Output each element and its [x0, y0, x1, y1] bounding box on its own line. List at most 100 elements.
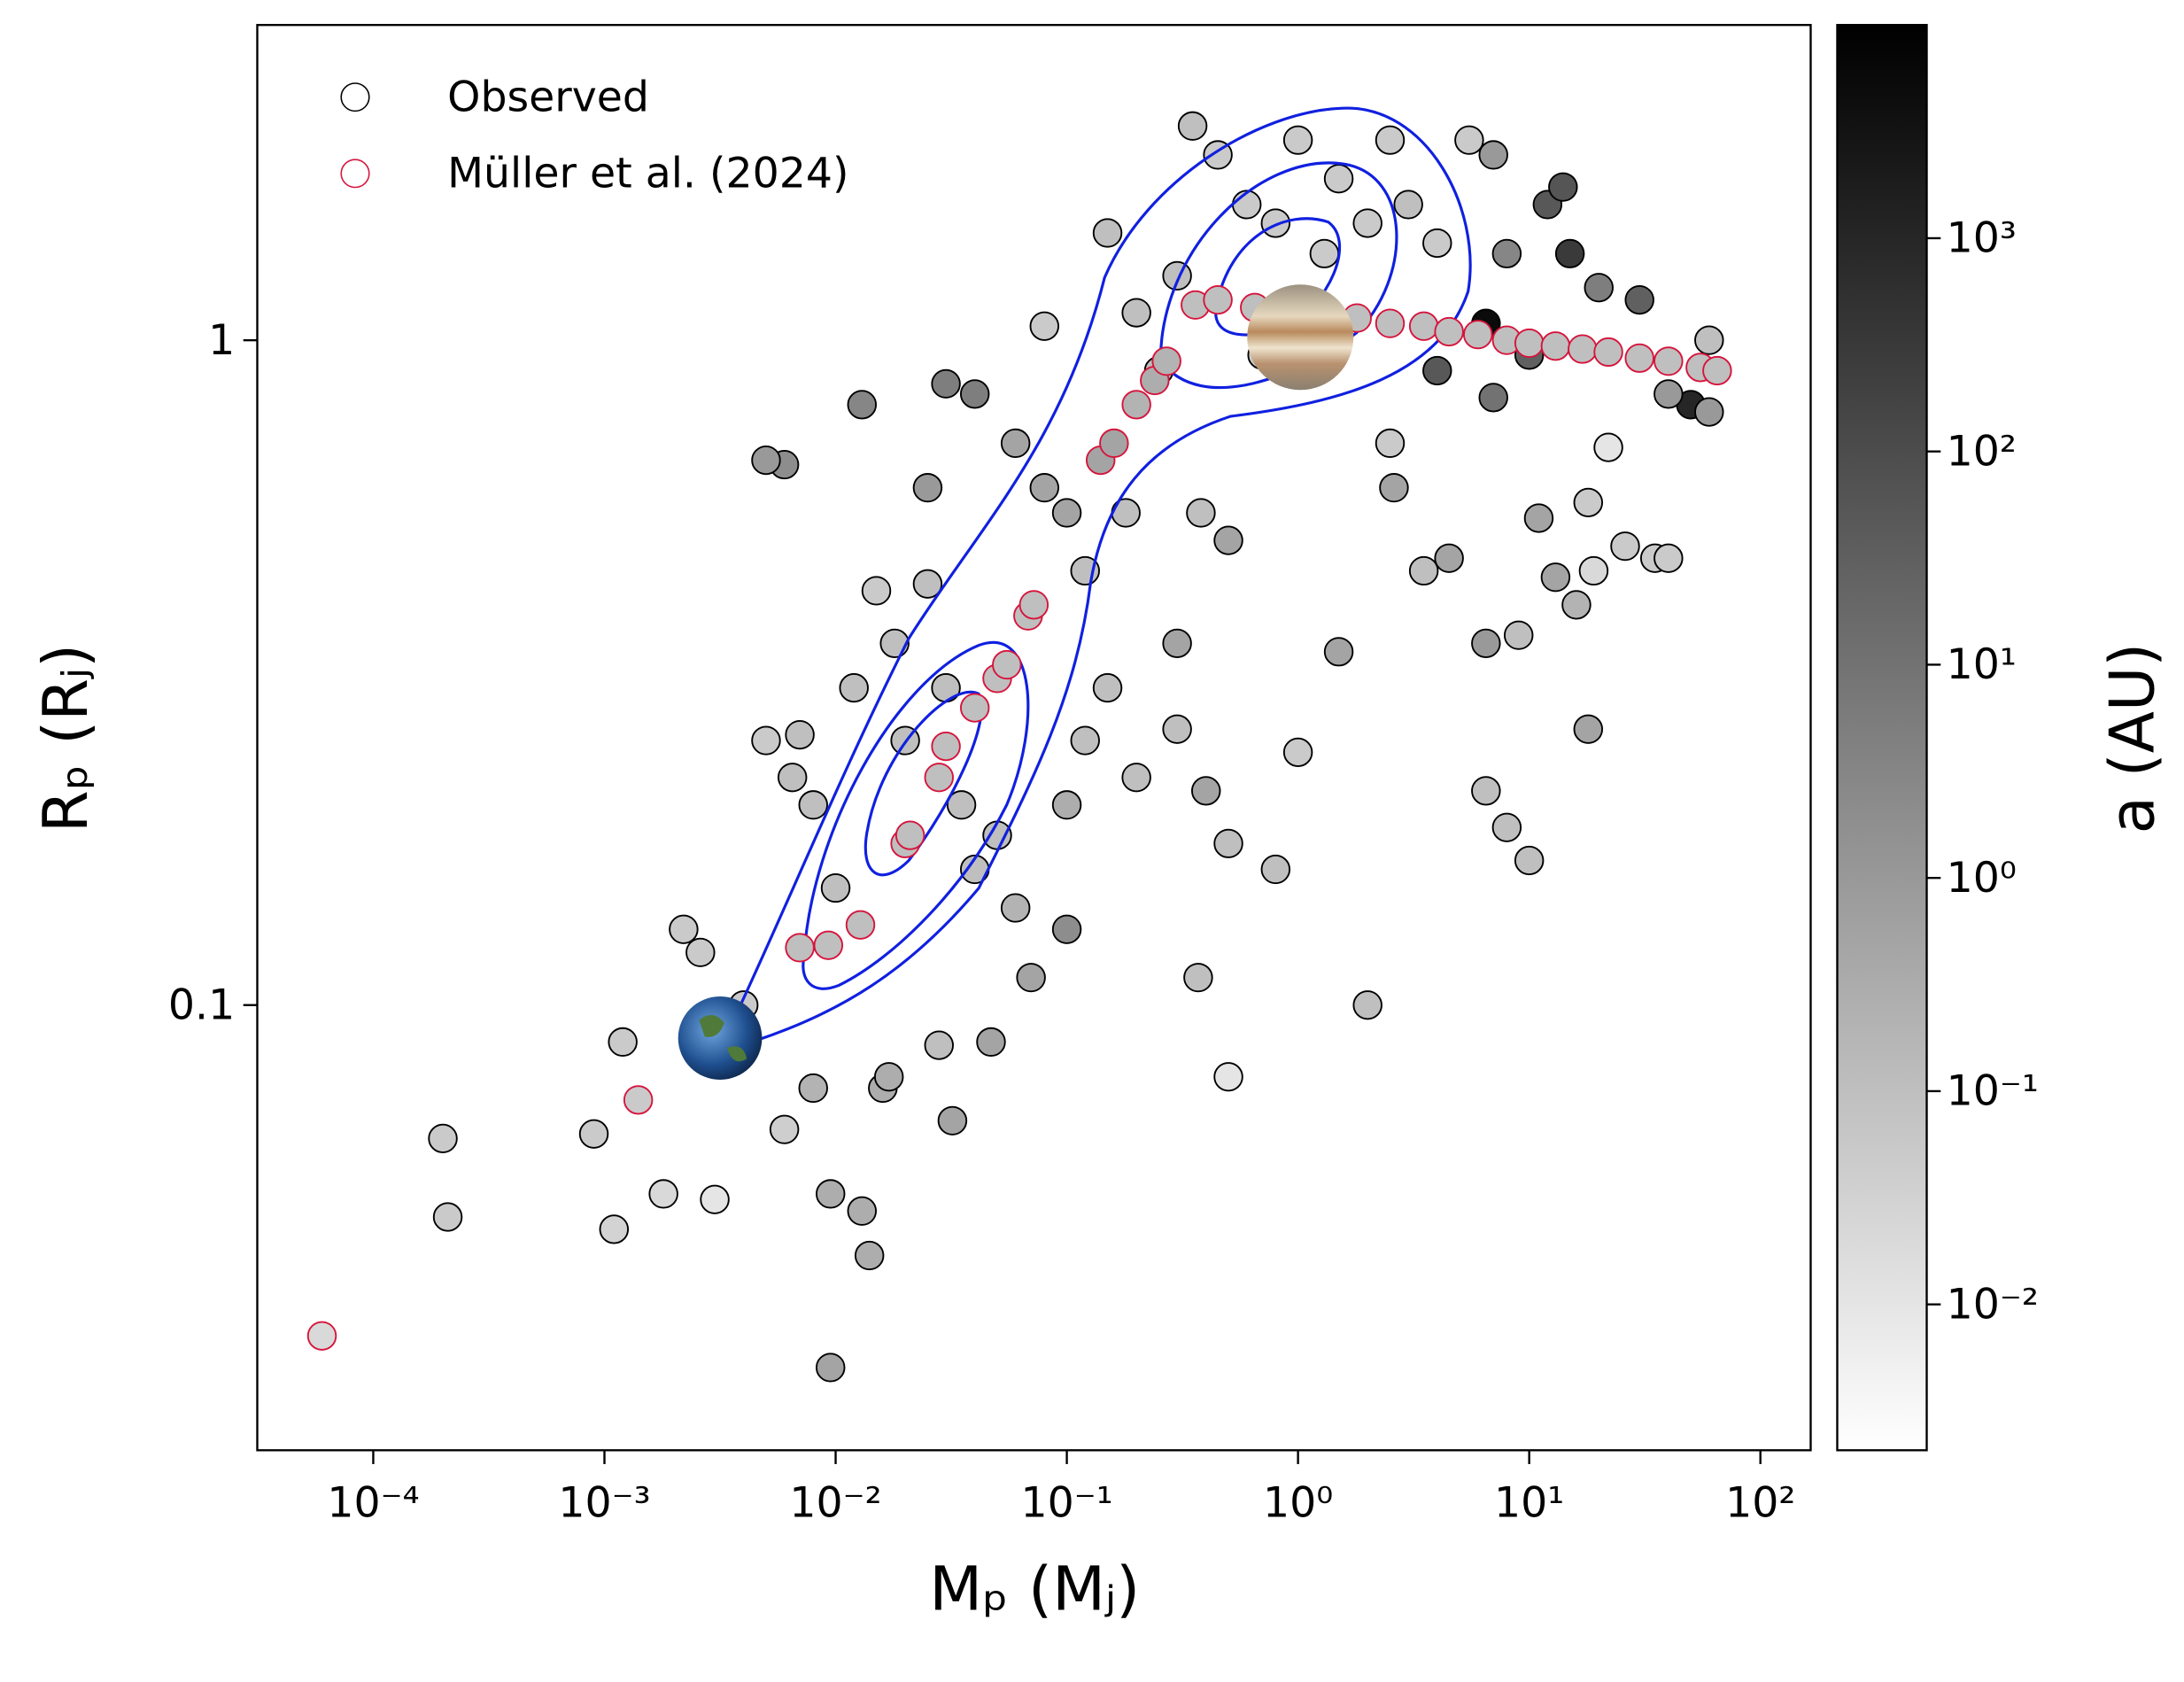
x-tick-label: 10⁻² — [789, 1479, 881, 1528]
point — [1375, 125, 1406, 155]
point — [1540, 562, 1571, 593]
point — [648, 1179, 678, 1209]
point — [1434, 543, 1464, 573]
point — [1029, 311, 1060, 341]
point — [1573, 487, 1604, 517]
point — [1624, 284, 1654, 315]
point — [1051, 914, 1082, 944]
point — [1375, 428, 1406, 459]
point — [1177, 111, 1208, 141]
point — [854, 1240, 885, 1271]
point — [1573, 714, 1604, 744]
point — [428, 1123, 458, 1153]
point — [1121, 763, 1151, 793]
contour — [1158, 161, 1398, 390]
point — [847, 390, 878, 420]
point — [785, 933, 815, 963]
point — [1183, 963, 1213, 993]
point — [1393, 190, 1423, 220]
point — [1379, 473, 1409, 503]
point — [785, 719, 815, 750]
point — [976, 1027, 1006, 1058]
contour — [864, 690, 983, 877]
point — [1231, 190, 1262, 220]
point — [931, 673, 961, 703]
point — [937, 1105, 968, 1136]
point — [1514, 328, 1545, 359]
point — [777, 763, 808, 793]
point — [839, 673, 869, 703]
point — [1593, 432, 1623, 462]
point — [1471, 776, 1501, 806]
point — [879, 628, 910, 658]
point — [306, 1321, 337, 1351]
point — [798, 1073, 828, 1104]
point — [1162, 628, 1192, 658]
points — [428, 111, 1724, 1383]
legend-label: Müller et al. (2024) — [447, 150, 848, 198]
point — [847, 1196, 878, 1226]
earth-land — [699, 1015, 747, 1062]
point — [959, 379, 990, 409]
point — [798, 790, 828, 820]
point — [1702, 355, 1732, 386]
colorbar-label: a (AU) — [2097, 643, 2168, 834]
point — [1408, 311, 1439, 341]
x-tick-label: 10¹ — [1494, 1479, 1564, 1528]
point — [1653, 379, 1684, 409]
plot-frame — [256, 24, 1812, 1452]
point — [1018, 590, 1049, 620]
point — [1454, 125, 1484, 155]
point — [1213, 525, 1243, 555]
point — [1051, 498, 1082, 528]
point — [924, 763, 954, 793]
x-tick-label: 10⁻³ — [558, 1479, 650, 1528]
point — [1282, 125, 1313, 155]
point — [1584, 273, 1614, 303]
point — [1000, 893, 1031, 923]
point — [1162, 260, 1192, 291]
point — [1554, 238, 1585, 268]
point — [1568, 334, 1598, 364]
point — [1491, 238, 1522, 268]
point — [623, 1085, 654, 1115]
point — [1548, 172, 1578, 202]
point — [1523, 503, 1554, 533]
point — [1514, 845, 1545, 876]
point — [959, 693, 990, 723]
point — [1121, 390, 1151, 420]
point — [1092, 673, 1123, 703]
y-axis-label: Rₚ (Rⱼ) — [31, 644, 102, 833]
colorbar-tick-label: 10⁰ — [1947, 854, 2017, 903]
point — [931, 732, 961, 762]
point — [845, 910, 876, 940]
point — [1151, 346, 1181, 376]
point — [912, 473, 943, 503]
point — [669, 914, 699, 944]
point — [982, 820, 1012, 850]
point — [1422, 355, 1452, 386]
point — [1203, 284, 1233, 315]
point — [895, 820, 925, 850]
point — [946, 790, 977, 820]
point — [1323, 164, 1354, 194]
colorbar-tick-label: 10⁻² — [1947, 1280, 2039, 1329]
point — [1375, 308, 1406, 338]
point — [861, 576, 892, 606]
point — [1503, 620, 1534, 650]
point — [1561, 590, 1592, 620]
point — [1213, 828, 1243, 858]
y-tick-label: 1 — [208, 316, 235, 365]
point — [1282, 737, 1313, 767]
point — [1323, 637, 1354, 667]
point — [1162, 714, 1192, 744]
colorbar — [1836, 24, 1928, 1452]
point — [432, 1202, 463, 1232]
colorbar-tick-label: 10² — [1947, 428, 2017, 477]
point — [1029, 473, 1060, 503]
point — [1016, 963, 1046, 993]
point — [751, 445, 781, 476]
point — [1260, 208, 1291, 238]
point — [1051, 790, 1082, 820]
